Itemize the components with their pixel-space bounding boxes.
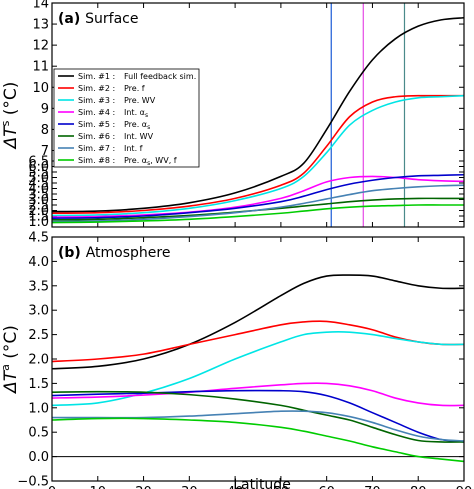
atmosphere-x-axis-label: Latitude bbox=[233, 477, 291, 489]
surface-y-tick-label: 8 bbox=[41, 123, 49, 138]
legend-desc-label-6: Int. WV bbox=[124, 132, 154, 141]
surface-y-tick-label: 5.5 bbox=[28, 166, 49, 181]
atmosphere-x-tick-label: 0 bbox=[48, 485, 56, 489]
surface-y-tick-label: 6.0 bbox=[28, 160, 49, 175]
atmosphere-y-tick-label: 3.5 bbox=[28, 279, 49, 294]
legend-desc-label-2: Pre. f bbox=[124, 84, 145, 93]
atmosphere-y-tick-label: 2.5 bbox=[28, 328, 49, 343]
atmosphere-y-tick-label: 0.0 bbox=[28, 450, 49, 465]
atmosphere-plot-area bbox=[52, 237, 464, 481]
surface-series-line-7 bbox=[51, 184, 465, 223]
surface-y-tick-label: 11 bbox=[32, 60, 49, 75]
atmosphere-y-tick-label: 2.0 bbox=[28, 353, 49, 368]
surface-series-line-2 bbox=[51, 94, 464, 215]
atmosphere-y-tick-label: 4.0 bbox=[28, 255, 49, 270]
surface-y-tick-label: 1.0 bbox=[28, 215, 49, 230]
surface-y-tick-label: 12 bbox=[32, 39, 49, 54]
legend-sim-label-5: Sim. #5 : bbox=[78, 120, 115, 129]
surface-y-tick-label: 3.0 bbox=[28, 193, 49, 208]
surface-y-tick-label: 2.5 bbox=[28, 199, 49, 214]
legend-desc-label-4: Int. αs bbox=[124, 108, 148, 119]
surface-y-tick-label: 4.0 bbox=[28, 182, 49, 197]
legend-sim-label-3: Sim. #3 : bbox=[78, 96, 115, 105]
surface-y-tick-label: 3.5 bbox=[28, 188, 49, 203]
surface-series-line-8 bbox=[51, 204, 464, 224]
atmosphere-y-tick-label: −0.5 bbox=[17, 475, 49, 489]
legend-box bbox=[53, 68, 200, 168]
legend-desc-label-3: Pre. WV bbox=[124, 96, 156, 105]
legend-sim-label-4: Sim. #4 : bbox=[78, 108, 115, 117]
legend-desc-label-7: Int. f bbox=[124, 144, 143, 153]
atmosphere-axes-frame bbox=[51, 236, 465, 482]
atmosphere-y-tick-label: 4.5 bbox=[28, 231, 49, 246]
surface-series-line-4 bbox=[51, 175, 465, 218]
atmosphere-x-tick-label: 80 bbox=[410, 485, 427, 489]
surface-series-line-3 bbox=[51, 94, 465, 217]
surface-y-tick-label: 10 bbox=[32, 81, 49, 96]
atmosphere-series-line-8 bbox=[51, 417, 465, 463]
surface-y-tick-label: 4.5 bbox=[28, 177, 49, 192]
legend-sim-label-8: Sim. #8 : bbox=[78, 156, 115, 165]
surface-y-tick-label: 5.0 bbox=[28, 171, 49, 186]
legend-sim-label-1: Sim. #1 : bbox=[78, 72, 115, 81]
atmosphere-series-line-4 bbox=[51, 382, 465, 407]
surface-y-tick-label: 9 bbox=[41, 102, 49, 117]
legend-sim-label-2: Sim. #2 : bbox=[78, 84, 115, 93]
surface-y-tick-label: 2.0 bbox=[28, 204, 49, 219]
surface-y-tick-label: 14 bbox=[32, 0, 49, 12]
legend-desc-label-1: Full feedback sim. bbox=[124, 72, 196, 81]
surface-y-tick-label: 1.5 bbox=[28, 210, 49, 225]
legend-desc-label-5: Pre. αs bbox=[124, 120, 150, 131]
surface-panel-title: (a) Surface bbox=[58, 11, 138, 27]
atmosphere-x-tick-label: 90 bbox=[456, 485, 473, 489]
atmosphere-x-tick-label: 20 bbox=[135, 485, 152, 489]
legend-desc-label-8: Pre. αs, WV, f bbox=[124, 156, 177, 167]
legend-sim-label-7: Sim. #7 : bbox=[78, 144, 115, 153]
atmosphere-x-tick-label: 10 bbox=[90, 485, 107, 489]
surface-y-axis-label: ΔTs (°C) bbox=[0, 82, 21, 151]
surface-y-tick-label: 13 bbox=[32, 18, 49, 33]
atmosphere-panel: −0.5 0.0 0.5 1.0 1.5 2.0 2.5 3.0 3.5 4.0 4.5 (b) At… bbox=[0, 231, 472, 489]
surface-axes-frame bbox=[51, 2, 465, 228]
atmosphere-x-tick-label: 50 bbox=[273, 485, 290, 489]
atmosphere-series-line-1 bbox=[51, 274, 465, 370]
atmosphere-y-tick-label: 3.0 bbox=[28, 304, 49, 319]
atmosphere-y-tick-label: 1.5 bbox=[28, 377, 49, 392]
surface-y-tick-label: 7 bbox=[41, 144, 49, 159]
surface-series-line-1 bbox=[51, 16, 465, 213]
atmosphere-x-tick-label: 30 bbox=[181, 485, 198, 489]
atmosphere-series-line-7 bbox=[52, 410, 465, 442]
atmosphere-x-tick-label: 60 bbox=[318, 485, 335, 489]
atmosphere-y-tick-label: 0.5 bbox=[28, 426, 49, 441]
atmosphere-y-tick-label: 1.0 bbox=[28, 401, 49, 416]
atmosphere-x-tick-label: 70 bbox=[364, 485, 381, 489]
legend-sim-label-6: Sim. #6 : bbox=[78, 132, 115, 141]
atmosphere-y-axis-label: ΔTa (°C) bbox=[0, 325, 21, 395]
surface-y-tick-label: 6.5 bbox=[28, 155, 49, 170]
atmosphere-series-line-6 bbox=[51, 390, 465, 443]
atmosphere-x-tick-label: 40 bbox=[227, 485, 244, 489]
surface-series-line-5 bbox=[51, 173, 465, 219]
surface-series-line-6 bbox=[51, 197, 464, 221]
atmosphere-panel-title: (b) Atmosphere bbox=[58, 245, 170, 261]
surface-panel: 1.01.52.02.53.03.54.04.55.05.56.06.57 8 9 1… bbox=[0, 0, 465, 230]
